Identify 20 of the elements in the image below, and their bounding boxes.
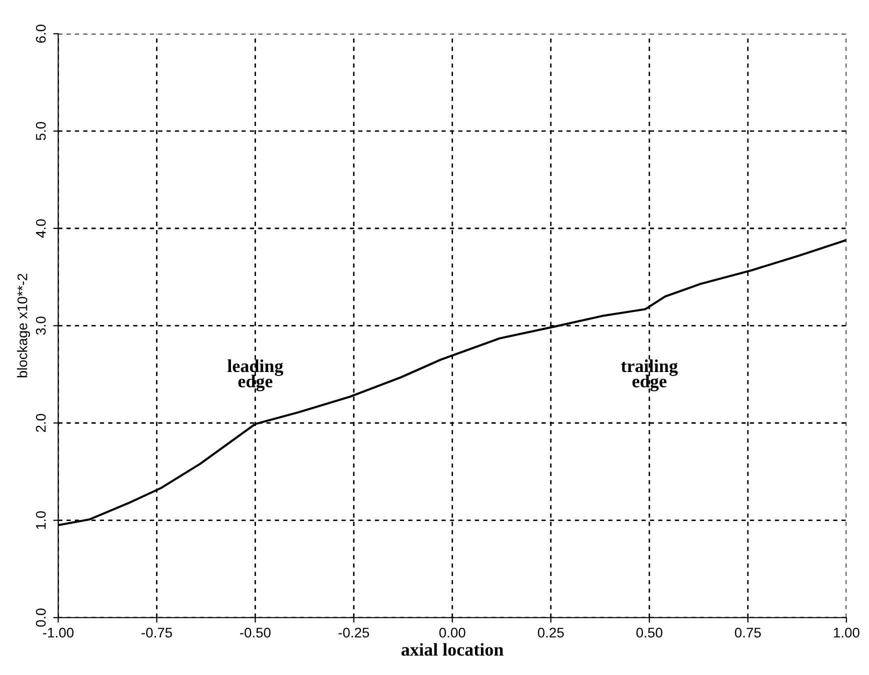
x-axis-title: axial location — [401, 643, 504, 656]
x-tick-label: -0.50 — [240, 628, 271, 638]
y-tick-label: 4.0 — [36, 219, 46, 238]
x-tick-label: 0.00 — [439, 628, 466, 638]
x-tick-label: -0.25 — [338, 628, 370, 638]
x-tick-label: 0.50 — [636, 628, 662, 638]
y-axis-title: blockage x10**-2 — [17, 274, 30, 378]
x-tick-label: 1.00 — [834, 628, 860, 638]
x-tick-label: 0.25 — [538, 628, 564, 638]
x-tick-label: -0.75 — [142, 628, 172, 638]
annotation: trailing edge — [621, 359, 678, 392]
y-tick-label: 6.0 — [36, 24, 46, 43]
y-tick-label: 1.0 — [36, 511, 46, 529]
x-tick-label: 0.75 — [734, 628, 761, 638]
y-tick-label: 0.0 — [36, 608, 46, 627]
annotation: leading edge — [228, 359, 284, 392]
y-tick-label: 2.0 — [36, 414, 46, 432]
y-tick-label: 5.0 — [36, 122, 46, 140]
y-tick-label: 3.0 — [36, 316, 46, 335]
x-tick-label: -1.00 — [43, 628, 74, 638]
